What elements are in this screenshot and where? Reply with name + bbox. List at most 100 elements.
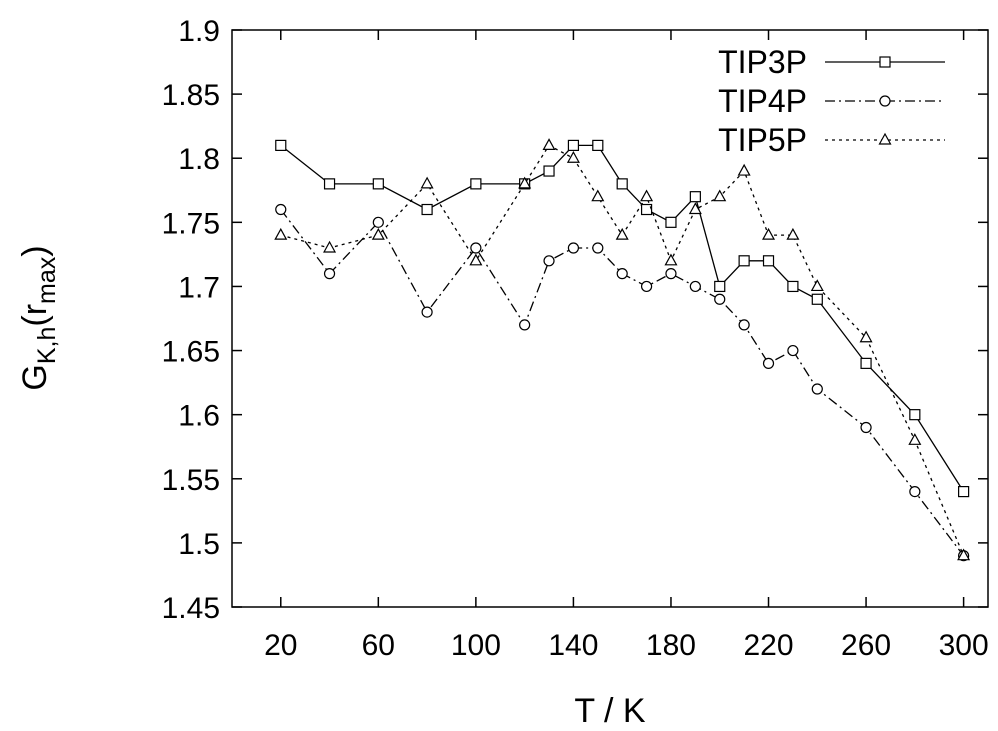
data-point-circle — [811, 383, 823, 395]
y-tick-label: 1.8 — [178, 143, 220, 176]
data-point-circle — [519, 319, 531, 331]
legend-label: TIP4P — [718, 83, 807, 119]
data-point-triangle — [786, 227, 800, 240]
x-tick-label: 20 — [264, 629, 297, 662]
x-axis-ticks: 20 60 100 140 180 220 260 300 — [264, 30, 989, 662]
data-point-circle — [665, 268, 677, 280]
y-tick-label: 1.85 — [162, 79, 220, 112]
data-point-square — [665, 216, 677, 228]
series-tip5p — [274, 138, 971, 561]
data-point-triangle — [469, 253, 483, 266]
y-axis-label-sub2: max — [33, 256, 61, 304]
y-axis-label-main: G — [16, 364, 54, 390]
data-point-triangle — [810, 279, 824, 292]
x-tick-label: 140 — [548, 629, 598, 662]
data-point-triangle — [274, 227, 288, 240]
data-point-square — [762, 255, 775, 267]
x-tick-label: 60 — [362, 629, 395, 662]
data-point-square — [640, 203, 653, 216]
plot-frame — [231, 29, 989, 608]
y-axis-label-sub1: K,h — [33, 327, 61, 365]
y-axis-label: GK,h(rmax) — [16, 245, 61, 390]
data-point-triangle — [878, 132, 892, 145]
data-point-square — [421, 203, 433, 216]
x-tick-label: 300 — [939, 629, 989, 662]
data-point-square — [689, 191, 701, 203]
x-tick-label: 260 — [841, 629, 891, 662]
series-line — [280, 209, 965, 557]
data-point-circle — [616, 268, 628, 280]
data-point-square — [372, 178, 384, 190]
data-point-triangle — [737, 163, 751, 176]
data-point-square — [616, 178, 628, 190]
y-axis-ticks: 1.45 1.5 1.55 1.6 1.65 1.7 1.75 1.8 1.85 1.9 — [162, 15, 988, 625]
x-axis-label: T / K — [574, 692, 645, 730]
series-line — [280, 144, 965, 556]
x-tick-label: 220 — [743, 629, 793, 662]
data-point-circle — [543, 255, 555, 267]
y-axis-label-paren-close: ) — [16, 245, 54, 256]
y-tick-label: 1.6 — [178, 400, 220, 433]
data-point-square — [275, 139, 287, 151]
data-point-triangle — [908, 433, 922, 445]
data-point-circle — [762, 357, 775, 369]
y-tick-label: 1.55 — [162, 464, 220, 497]
legend-label: TIP3P — [718, 44, 807, 80]
series-tip3p — [275, 139, 970, 498]
y-tick-label: 1.65 — [162, 336, 220, 369]
data-point-triangle — [542, 138, 556, 150]
data-point-triangle — [323, 240, 337, 253]
data-point-circle — [714, 293, 726, 305]
y-axis-label-paren-open: (r — [16, 304, 54, 327]
data-point-triangle — [640, 189, 654, 202]
data-point-square — [592, 139, 604, 151]
data-point-circle — [470, 242, 482, 254]
data-point-triangle — [664, 253, 678, 266]
data-point-circle — [567, 242, 580, 254]
data-point-triangle — [371, 227, 385, 240]
data-point-square — [879, 56, 891, 68]
data-point-triangle — [591, 189, 605, 202]
data-point-square — [958, 486, 970, 498]
data-point-square — [811, 293, 823, 305]
data-point-triangle — [420, 176, 434, 189]
y-tick-label: 1.7 — [178, 271, 220, 304]
series-tip4p — [275, 203, 970, 562]
data-point-circle — [275, 203, 287, 216]
data-point-circle — [323, 268, 336, 280]
legend-label: TIP5P — [718, 122, 807, 158]
data-point-triangle — [518, 176, 532, 189]
y-tick-label: 1.75 — [162, 207, 220, 240]
series-line — [280, 144, 965, 492]
data-point-square — [714, 280, 726, 293]
data-point-square — [543, 165, 555, 177]
data-point-square — [787, 280, 799, 293]
x-tick-label: 100 — [451, 629, 501, 662]
data-point-square — [567, 139, 580, 151]
data-point-square — [860, 357, 872, 369]
x-tick-label: 180 — [646, 629, 696, 662]
data-point-triangle — [762, 227, 776, 240]
data-point-triangle — [615, 227, 629, 240]
data-point-circle — [738, 319, 750, 331]
y-tick-label: 1.5 — [178, 528, 220, 561]
data-point-circle — [592, 242, 604, 254]
data-point-circle — [640, 280, 653, 293]
data-point-triangle — [713, 189, 727, 202]
series-layer — [274, 138, 971, 562]
data-point-triangle — [688, 202, 702, 215]
data-point-square — [470, 178, 482, 190]
data-point-circle — [860, 421, 872, 434]
data-point-circle — [689, 280, 701, 293]
data-point-triangle — [957, 548, 971, 561]
data-point-square — [323, 178, 336, 190]
data-point-circle — [421, 306, 433, 318]
data-point-circle — [879, 95, 891, 107]
y-tick-label: 1.9 — [178, 15, 220, 48]
y-tick-label: 1.45 — [162, 592, 220, 625]
data-point-triangle — [859, 330, 873, 343]
data-point-triangle — [566, 150, 580, 163]
data-point-circle — [372, 216, 384, 228]
